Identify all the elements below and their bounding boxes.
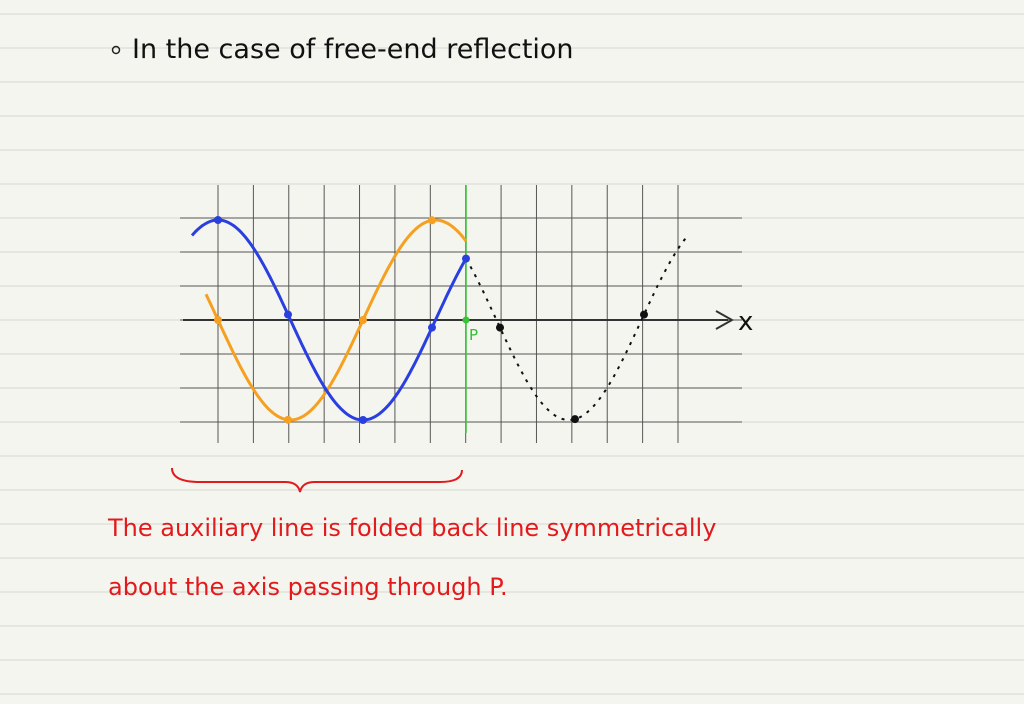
note-line: about the axis passing through P. xyxy=(108,573,508,601)
key-point xyxy=(214,216,222,224)
incident-wave xyxy=(204,218,468,422)
key-point xyxy=(428,323,436,332)
bullet xyxy=(111,45,121,55)
auxiliary-line xyxy=(190,218,468,422)
point-label: P xyxy=(469,326,478,344)
key-point xyxy=(571,415,579,424)
key-point xyxy=(359,316,367,324)
title: In the case of free-end reflection xyxy=(132,34,574,65)
note-line: The auxiliary line is folded back line s… xyxy=(107,514,716,542)
key-point xyxy=(359,416,367,424)
key-points xyxy=(214,216,648,424)
brace xyxy=(171,467,463,493)
point-p xyxy=(462,316,470,324)
key-point xyxy=(640,310,648,319)
key-point xyxy=(496,323,504,332)
key-point xyxy=(284,415,292,424)
key-point xyxy=(214,316,222,324)
axis-label: x xyxy=(738,307,753,337)
key-point xyxy=(462,254,470,263)
key-point xyxy=(428,216,436,225)
key-point xyxy=(284,310,292,319)
axis-arrow xyxy=(715,310,735,330)
